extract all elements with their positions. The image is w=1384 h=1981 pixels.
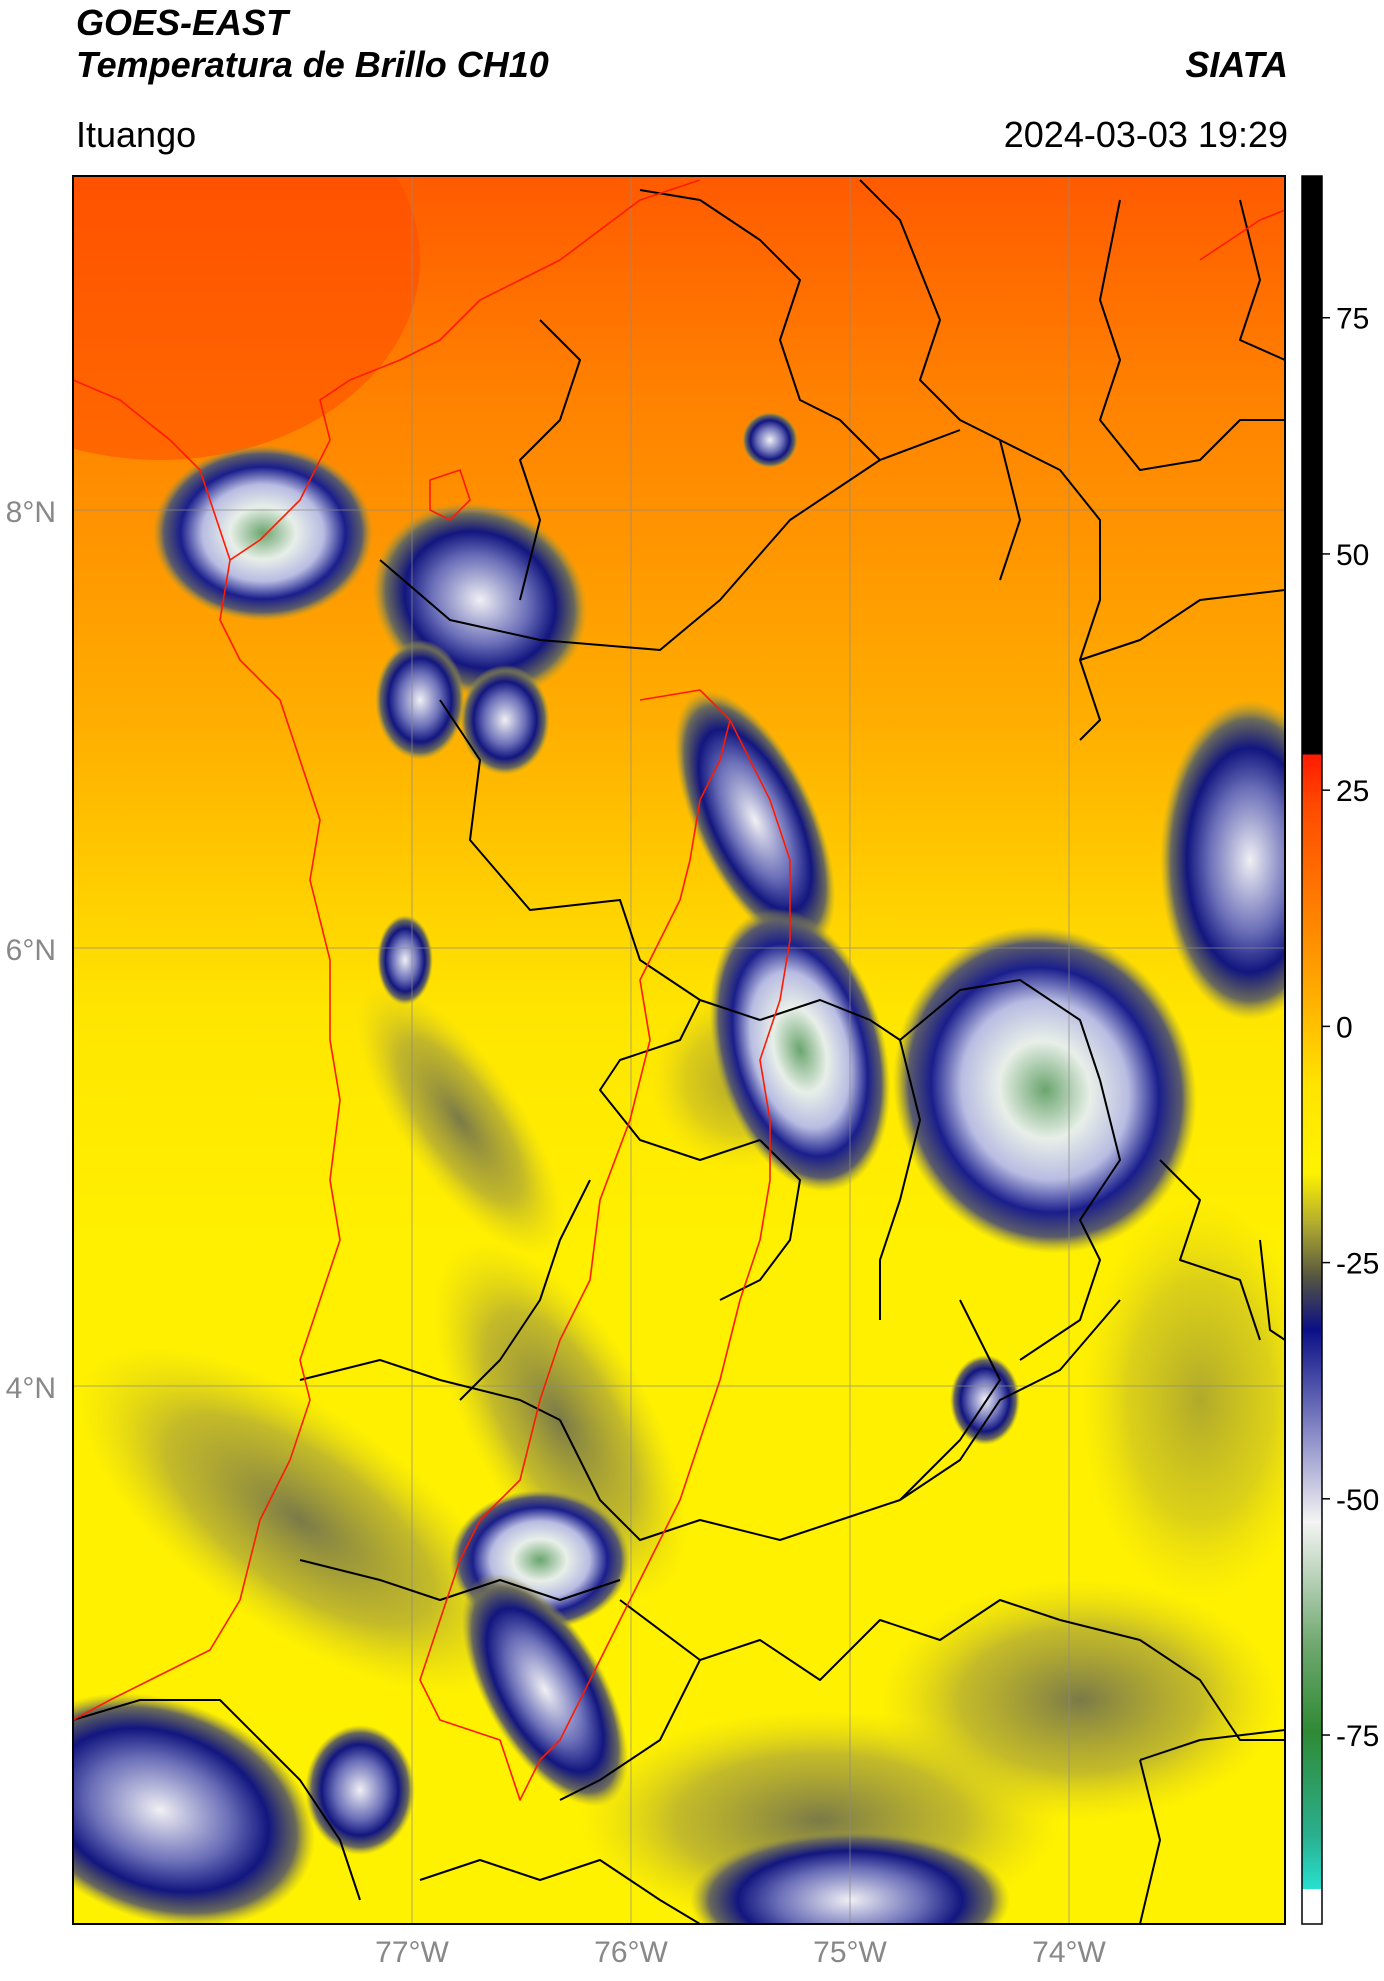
gridlines xyxy=(73,176,1285,1924)
lat-label-6n: 6°N xyxy=(6,934,56,967)
colorbar-tick-label: -75 xyxy=(1336,1720,1379,1753)
satellite-title: GOES-EAST xyxy=(76,2,289,43)
storm-cell xyxy=(153,445,373,621)
storm-cell xyxy=(73,1693,315,1924)
storm-cell xyxy=(377,915,433,1005)
lat-label-8n: 8°N xyxy=(6,496,56,529)
colorbar: 75 50 25 0 -25 -50 -75 xyxy=(1301,175,1379,1925)
lon-label-77w: 77°W xyxy=(375,1936,449,1969)
colorbar-tick-label: -50 xyxy=(1336,1484,1379,1517)
axis-labels: 8°N 6°N 4°N 77°W 76°W 75°W 74°W xyxy=(6,496,1107,1969)
datetime-label: 2024-03-03 19:29 xyxy=(1003,114,1288,155)
storm-cell xyxy=(674,690,836,950)
organization-label: SIATA xyxy=(1185,44,1288,85)
storm-cell xyxy=(305,1725,415,1855)
storm-cell xyxy=(461,1573,629,1807)
product-title: Temperatura de Brillo CH10 xyxy=(76,44,549,85)
storm-cell xyxy=(709,908,891,1192)
colorbar-tick-label: 50 xyxy=(1336,539,1369,572)
colorbar-tick-label: 0 xyxy=(1336,1011,1353,1044)
admin-boundaries xyxy=(73,179,1285,1924)
brightness-temperature-field xyxy=(73,176,1285,1924)
colorbar-tick-label: 75 xyxy=(1336,303,1369,336)
storm-cell xyxy=(950,1355,1020,1445)
colorbar-tick-label: 25 xyxy=(1336,775,1369,808)
map-frame xyxy=(72,175,1286,1925)
storm-cell xyxy=(460,665,550,775)
lon-label-76w: 76°W xyxy=(594,1936,668,1969)
storm-cell xyxy=(742,412,798,468)
lon-label-74w: 74°W xyxy=(1032,1936,1106,1969)
storm-cell xyxy=(893,926,1197,1254)
location-label: Ituango xyxy=(76,114,197,155)
colorbar-tick-label: -25 xyxy=(1336,1248,1379,1281)
coastline xyxy=(73,179,1285,1801)
lon-label-75w: 75°W xyxy=(813,1936,887,1969)
storm-cell xyxy=(375,640,465,760)
storm-cell xyxy=(1160,700,1285,1020)
lat-label-4n: 4°N xyxy=(6,1372,56,1405)
colorbar-gradient xyxy=(1301,175,1323,1925)
